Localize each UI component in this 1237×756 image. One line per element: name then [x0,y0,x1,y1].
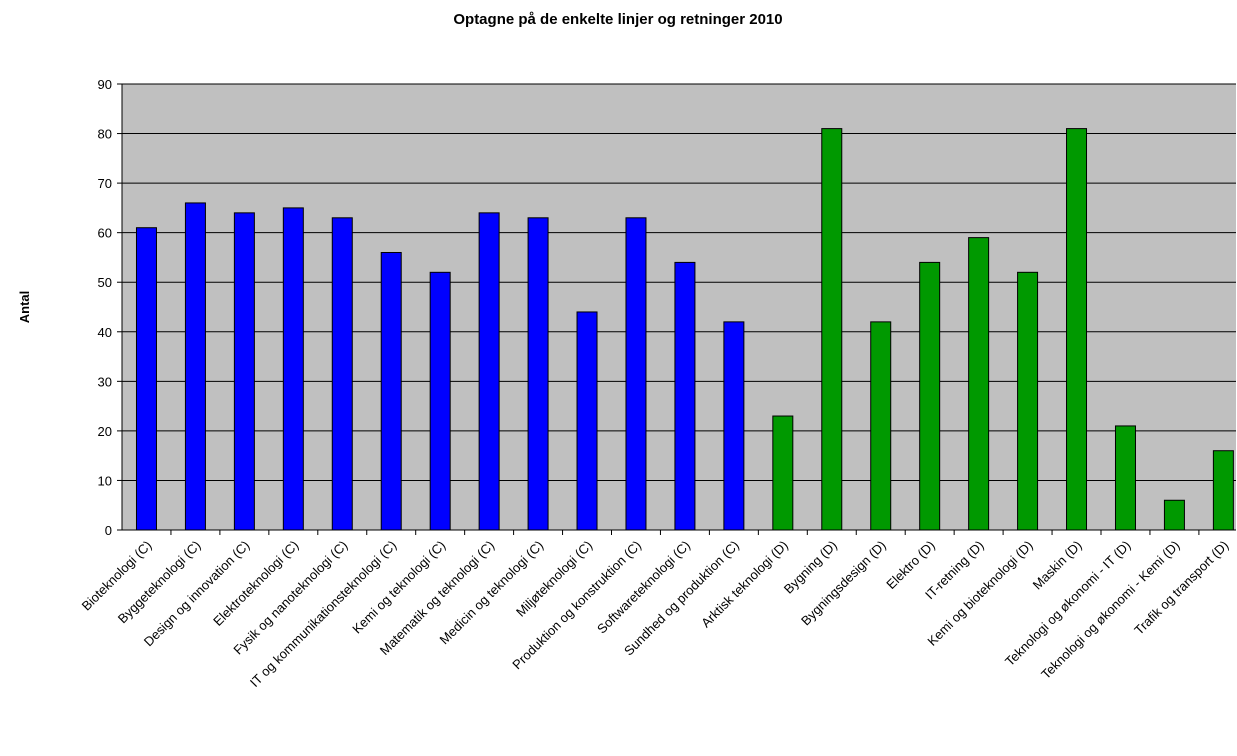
y-tick-label: 50 [98,275,112,290]
y-tick-label: 0 [105,523,112,538]
y-tick-label: 90 [98,77,112,92]
chart-title: Optagne på de enkelte linjer og retninge… [453,11,782,28]
bar [723,321,745,531]
bar [576,311,598,531]
bar [331,217,353,531]
x-tick-label: Softwareteknologi (C) [594,538,693,637]
bar [135,227,157,531]
x-tick-label: Elektroteknologi (C) [210,538,301,629]
bar [233,212,255,531]
bar [625,217,647,531]
bar [674,261,696,531]
y-axis-label: Antal [17,291,32,324]
y-tick-label: 60 [98,226,112,241]
x-tick-label: Bygningsdesign (D) [798,538,889,629]
y-tick-label: 40 [98,325,112,340]
y-tick-label: 80 [98,127,112,142]
bar [1114,425,1136,531]
y-tick-label: 20 [98,424,112,439]
bar [919,261,941,531]
bar [527,217,549,531]
bar [1066,128,1088,531]
bar [1163,499,1185,531]
bar [968,237,990,531]
bar [870,321,892,531]
bar [772,415,794,531]
x-tick-label: Arktisk teknologi (D) [698,538,791,631]
bar [184,202,206,531]
x-tick-label: Kemi og teknologi (C) [349,538,448,637]
y-tick-label: 70 [98,176,112,191]
bar [380,251,402,531]
bar [1017,271,1039,531]
bar [282,207,304,531]
y-tick-label: 10 [98,473,112,488]
x-tick-label: Trafik og transport (D) [1131,538,1231,638]
x-tick-label: Byggeteknologi (C) [115,538,204,627]
bar [1212,450,1234,531]
y-tick-label: 30 [98,374,112,389]
bar [429,271,451,531]
bar [478,212,500,531]
bar [821,128,843,531]
